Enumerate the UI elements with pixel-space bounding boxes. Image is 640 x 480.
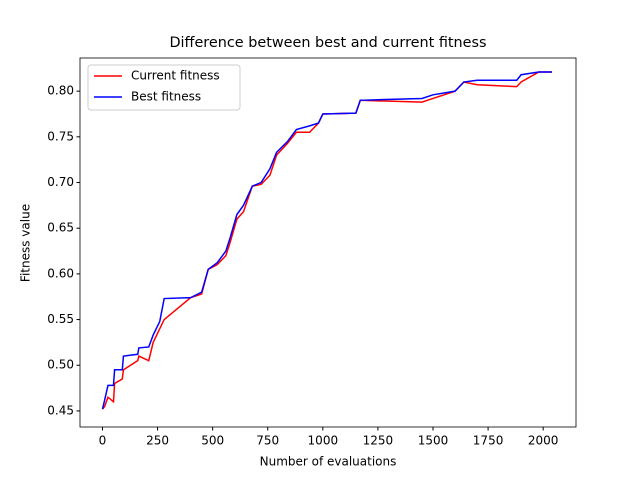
chart-title: Difference between best and current fitn… <box>169 35 486 51</box>
y-tick-label: 0.55 <box>47 312 74 326</box>
y-tick-label: 0.50 <box>47 358 74 372</box>
plot-frame <box>79 57 577 428</box>
y-tick-label: 0.65 <box>47 221 74 235</box>
y-tick-label: 0.80 <box>47 84 74 98</box>
legend-box <box>87 64 241 111</box>
y-tick-label: 0.75 <box>47 129 74 143</box>
x-tick-label: 0 <box>99 434 107 448</box>
line-series <box>101 71 552 410</box>
x-tick-label: 2000 <box>528 434 559 448</box>
y-tick-label: 0.70 <box>47 175 74 189</box>
x-tick-label: 500 <box>201 434 224 448</box>
legend-label: Best fitness <box>131 90 201 104</box>
x-tick-label: 1000 <box>308 434 339 448</box>
x-tick-label: 1750 <box>473 434 504 448</box>
y-axis-label: Fitness value <box>19 204 33 282</box>
y-tick-label: 0.45 <box>47 403 74 417</box>
y-tick-label: 0.60 <box>47 266 74 280</box>
x-tick-label: 1250 <box>363 434 394 448</box>
legend-label: Current fitness <box>131 69 220 83</box>
x-tick-label: 1500 <box>418 434 449 448</box>
x-tick-label: 750 <box>256 434 279 448</box>
x-axis-label: Number of evaluations <box>260 455 397 469</box>
x-tick-label: 250 <box>146 434 169 448</box>
line-series <box>101 71 552 410</box>
